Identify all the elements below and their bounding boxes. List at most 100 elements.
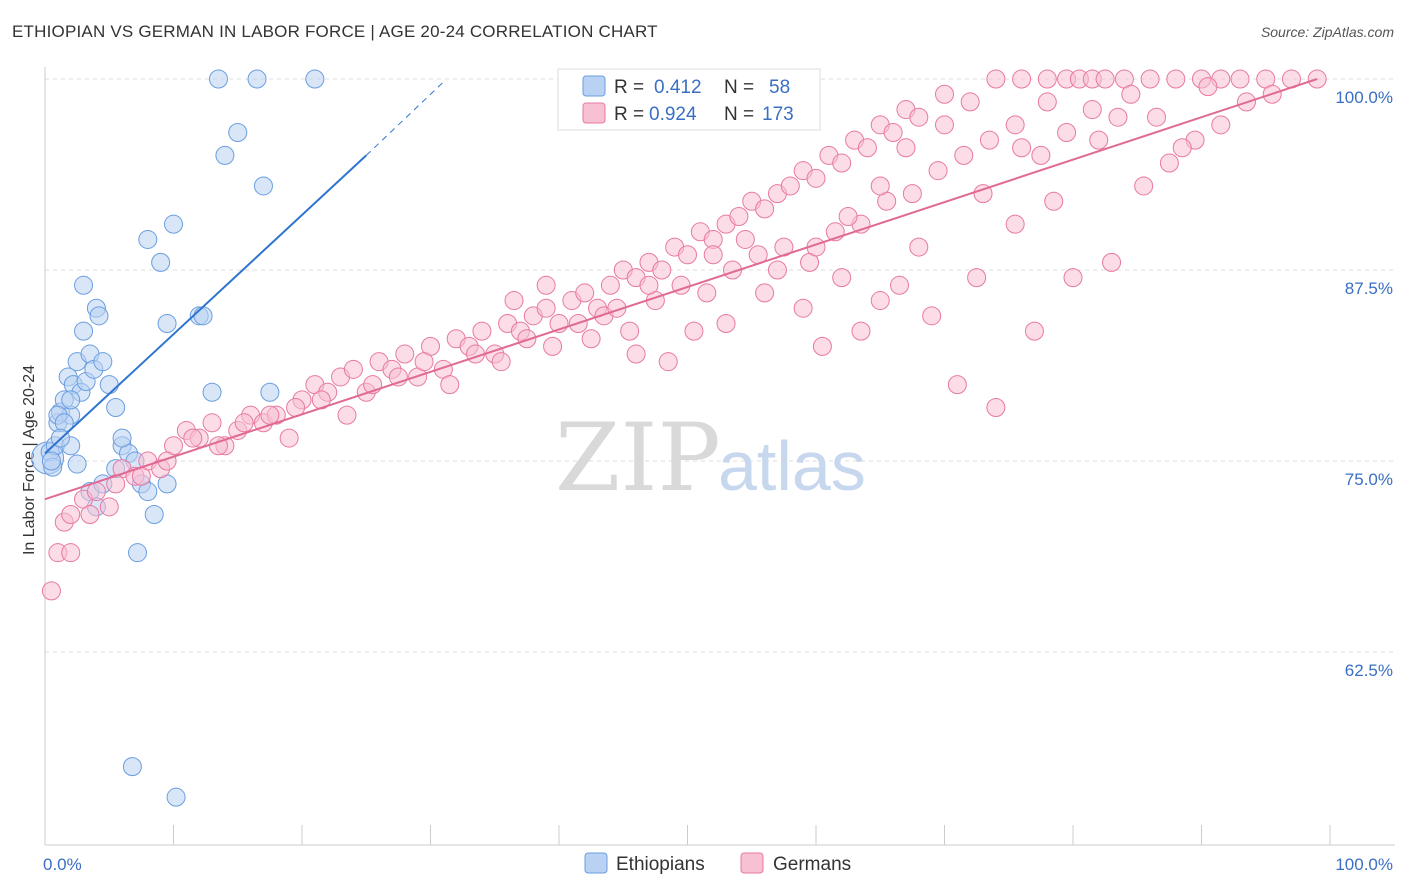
german-point bbox=[678, 245, 697, 265]
legend-r-label-2: R = bbox=[614, 104, 644, 125]
german-point bbox=[440, 375, 460, 395]
german-point bbox=[279, 428, 299, 448]
german-point bbox=[491, 352, 511, 372]
german-point bbox=[1005, 214, 1025, 234]
german-point bbox=[935, 115, 954, 135]
german-point bbox=[1102, 252, 1122, 272]
german-point bbox=[581, 329, 601, 349]
chart-title: ETHIOPIAN VS GERMAN IN LABOR FORCE | AGE… bbox=[12, 22, 658, 41]
german-point bbox=[337, 405, 357, 425]
german-point bbox=[1005, 115, 1025, 135]
x-tick-label-min: 0.0% bbox=[43, 855, 82, 874]
x-tick-label-max: 100.0% bbox=[1335, 855, 1393, 874]
german-point bbox=[902, 184, 922, 204]
ethiopian-point bbox=[215, 145, 235, 165]
german-point bbox=[343, 359, 363, 379]
german-point bbox=[684, 321, 704, 341]
german-point bbox=[767, 260, 787, 280]
y-tick-label-3: 100.0% bbox=[1335, 88, 1393, 107]
german-point bbox=[1134, 176, 1154, 196]
german-point bbox=[755, 199, 775, 219]
german-point bbox=[986, 398, 1006, 418]
german-point bbox=[1159, 153, 1179, 173]
german-point bbox=[806, 168, 826, 188]
german-point bbox=[1121, 84, 1141, 104]
ethiopian-point bbox=[253, 176, 273, 196]
ethiopian-point bbox=[305, 69, 325, 89]
german-point bbox=[851, 321, 871, 341]
bottom-swatch-germans bbox=[740, 852, 764, 874]
bottom-legend-germans: Germans bbox=[773, 854, 851, 875]
german-point bbox=[1024, 321, 1044, 341]
german-point bbox=[954, 145, 974, 165]
ethiopian-point bbox=[106, 398, 126, 418]
german-point bbox=[716, 313, 736, 333]
german-point bbox=[793, 298, 813, 318]
ethiopian-point bbox=[74, 321, 94, 341]
watermark: ZIP atlas bbox=[555, 404, 866, 513]
ethiopian-point bbox=[247, 69, 267, 89]
german-point bbox=[517, 329, 537, 349]
ethiopian-point bbox=[89, 306, 109, 326]
german-point bbox=[639, 275, 659, 295]
german-point bbox=[1166, 69, 1186, 89]
ethiopian-point bbox=[128, 543, 148, 563]
german-point bbox=[1095, 69, 1115, 89]
german-point bbox=[658, 352, 678, 372]
top-legend: R = 0.412 N = 58 R = 0.924 N = 173 bbox=[557, 68, 821, 131]
ethiopian-point bbox=[166, 787, 186, 807]
german-point bbox=[1031, 145, 1051, 165]
legend-n-label-1: N = bbox=[724, 77, 754, 98]
german-point bbox=[61, 543, 81, 563]
ethiopian-point bbox=[164, 214, 183, 234]
bottom-legend-ethiopians: Ethiopians bbox=[616, 854, 705, 875]
german-point bbox=[234, 413, 254, 433]
german-point bbox=[1089, 130, 1109, 150]
german-point bbox=[41, 581, 61, 601]
legend-swatch-germans bbox=[582, 102, 606, 124]
legend-r-value-1: 0.412 bbox=[654, 77, 702, 98]
ethiopian-point bbox=[61, 390, 81, 410]
german-point bbox=[1012, 138, 1032, 158]
y-tick-label-0: 62.5% bbox=[1345, 661, 1393, 680]
german-point bbox=[870, 291, 890, 311]
ethiopian-point bbox=[202, 382, 222, 402]
ethiopian-point bbox=[260, 382, 280, 402]
german-point bbox=[735, 229, 755, 249]
ethiopian-point bbox=[122, 757, 142, 777]
german-point bbox=[857, 138, 877, 158]
german-point bbox=[973, 184, 993, 204]
ethiopians-trend-line bbox=[44, 154, 367, 455]
ethiopian-point bbox=[151, 252, 171, 272]
german-point bbox=[780, 176, 800, 196]
legend-n-value-1: 58 bbox=[769, 77, 790, 98]
german-point bbox=[575, 283, 595, 303]
german-point bbox=[472, 321, 492, 341]
ethiopian-point bbox=[193, 306, 213, 326]
ethiopian-point bbox=[228, 122, 248, 142]
ethiopian-point bbox=[67, 454, 87, 474]
german-point bbox=[1147, 107, 1167, 127]
trend-lines bbox=[44, 78, 1318, 501]
german-point bbox=[652, 260, 672, 280]
german-point bbox=[1172, 138, 1192, 158]
legend-n-value-2: 173 bbox=[762, 104, 794, 125]
ethiopian-point bbox=[93, 352, 113, 372]
german-point bbox=[896, 138, 916, 158]
ethiopian-point bbox=[138, 229, 158, 249]
german-point bbox=[620, 321, 640, 341]
y-tick-label-2: 87.5% bbox=[1345, 279, 1393, 298]
german-point bbox=[967, 268, 987, 288]
german-point bbox=[947, 375, 967, 395]
german-point bbox=[1198, 77, 1218, 97]
bottom-swatch-ethiopians bbox=[584, 852, 608, 874]
german-point bbox=[928, 161, 948, 181]
german-point bbox=[80, 504, 100, 524]
german-point bbox=[838, 207, 858, 227]
german-point bbox=[960, 92, 980, 112]
german-point bbox=[1230, 69, 1250, 89]
ethiopian-point bbox=[144, 504, 164, 524]
gridlines bbox=[45, 78, 1395, 653]
german-point bbox=[935, 84, 954, 104]
german-point bbox=[626, 344, 646, 364]
